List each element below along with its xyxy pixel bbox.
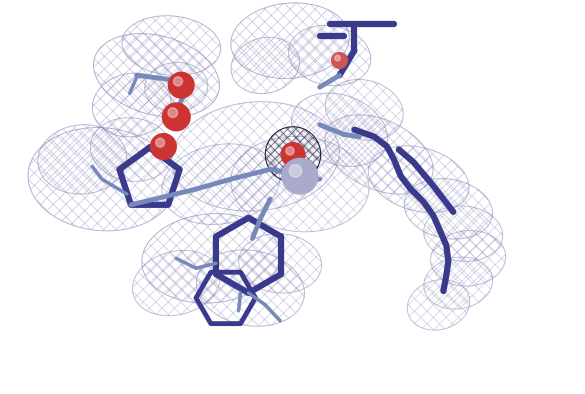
Circle shape [150, 134, 176, 160]
Circle shape [174, 77, 183, 86]
Circle shape [332, 52, 347, 69]
Circle shape [156, 138, 164, 147]
Circle shape [289, 165, 302, 177]
Circle shape [168, 72, 194, 98]
Circle shape [335, 55, 340, 61]
Circle shape [286, 147, 294, 155]
Circle shape [168, 108, 178, 117]
Circle shape [163, 103, 190, 131]
Circle shape [281, 143, 305, 166]
Circle shape [282, 158, 318, 194]
